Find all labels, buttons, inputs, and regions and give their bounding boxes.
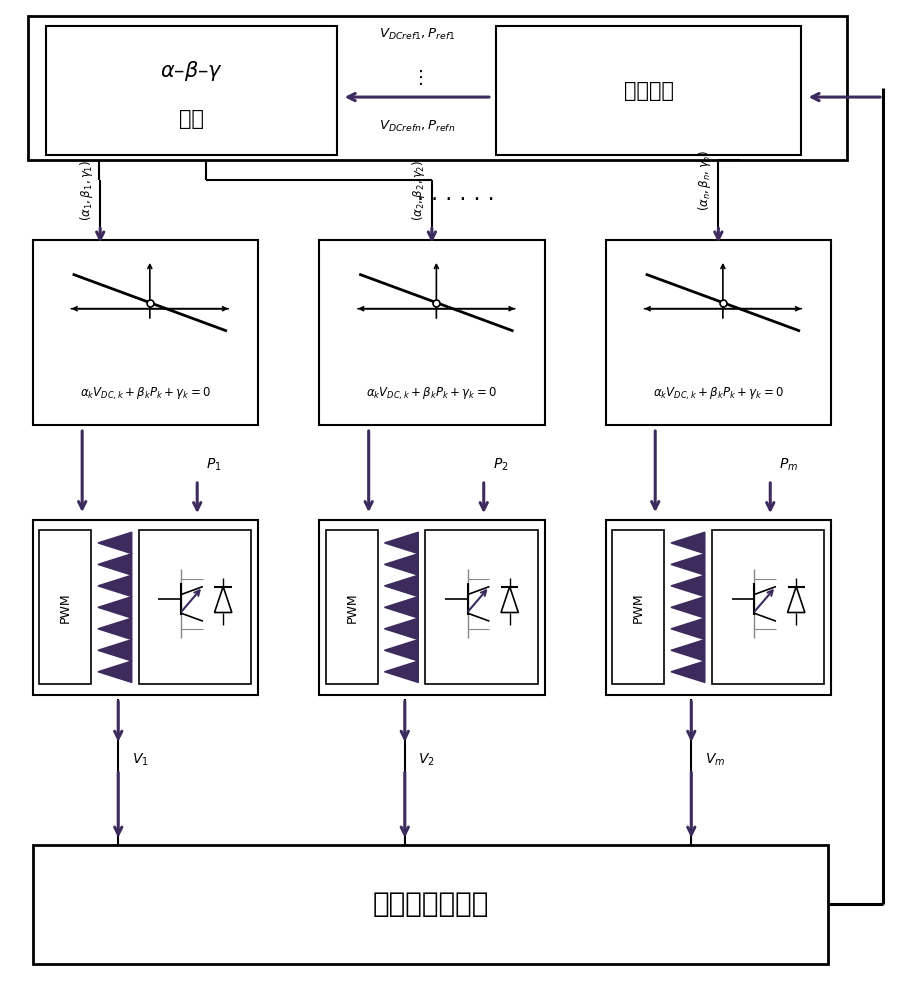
Text: $V_m$: $V_m$: [705, 751, 725, 768]
Bar: [138, 530, 251, 684]
Text: $V_1$: $V_1$: [132, 751, 148, 768]
Polygon shape: [384, 554, 418, 575]
Bar: [319, 240, 545, 425]
Polygon shape: [98, 661, 132, 682]
Polygon shape: [671, 597, 705, 618]
Text: $P_m$: $P_m$: [779, 457, 799, 473]
Text: $V_{DCrefn}, P_{refn}$: $V_{DCrefn}, P_{refn}$: [379, 119, 456, 134]
Bar: [33, 520, 258, 695]
Text: $(\alpha_1, \beta_1, \gamma_1)$: $(\alpha_1, \beta_1, \gamma_1)$: [78, 160, 95, 221]
Text: $(\alpha_n, \beta_n, \gamma_n)$: $(\alpha_n, \beta_n, \gamma_n)$: [696, 150, 713, 211]
Text: $\alpha_k V_{DC,k} + \beta_k P_k + \gamma_k = 0$: $\alpha_k V_{DC,k} + \beta_k P_k + \gamm…: [653, 386, 784, 402]
Text: $V_2$: $V_2$: [418, 751, 435, 768]
Bar: [711, 530, 824, 684]
Text: $\vdots$: $\vdots$: [411, 68, 423, 87]
Polygon shape: [214, 587, 231, 613]
Text: $\alpha_k V_{DC,k} + \beta_k P_k + \gamma_k = 0$: $\alpha_k V_{DC,k} + \beta_k P_k + \gamm…: [366, 386, 497, 402]
Text: 交直流混合电网: 交直流混合电网: [373, 890, 488, 918]
Bar: [326, 530, 378, 684]
Text: $\alpha$–$\beta$–$\gamma$: $\alpha$–$\beta$–$\gamma$: [160, 59, 223, 83]
Polygon shape: [384, 575, 418, 597]
Polygon shape: [501, 587, 518, 613]
Text: $V_{DCref1}, P_{ref1}$: $V_{DCref1}, P_{ref1}$: [379, 27, 455, 42]
Polygon shape: [98, 554, 132, 575]
Polygon shape: [384, 661, 418, 682]
Bar: [319, 520, 545, 695]
Bar: [606, 240, 831, 425]
Bar: [28, 16, 846, 160]
Polygon shape: [98, 597, 132, 618]
Polygon shape: [384, 640, 418, 661]
Text: 程序: 程序: [179, 109, 204, 129]
Polygon shape: [98, 618, 132, 640]
Bar: [612, 530, 664, 684]
Text: $\alpha_k V_{DC,k} + \beta_k P_k + \gamma_k = 0$: $\alpha_k V_{DC,k} + \beta_k P_k + \gamm…: [80, 386, 210, 402]
Polygon shape: [671, 661, 705, 682]
Polygon shape: [671, 532, 705, 554]
Text: · · · · · ·: · · · · · ·: [416, 190, 495, 210]
Polygon shape: [98, 532, 132, 554]
Bar: [33, 845, 828, 964]
Polygon shape: [671, 640, 705, 661]
Bar: [46, 26, 337, 155]
Text: PWM: PWM: [58, 592, 72, 623]
Polygon shape: [384, 532, 418, 554]
Text: $P_2$: $P_2$: [493, 457, 508, 473]
Polygon shape: [98, 575, 132, 597]
Bar: [496, 26, 801, 155]
Polygon shape: [671, 618, 705, 640]
Bar: [33, 240, 258, 425]
Polygon shape: [671, 554, 705, 575]
Text: $P_1$: $P_1$: [206, 457, 222, 473]
Text: 最优潮流: 最优潮流: [624, 81, 674, 101]
Text: PWM: PWM: [632, 592, 645, 623]
Polygon shape: [98, 640, 132, 661]
Bar: [39, 530, 91, 684]
Polygon shape: [384, 597, 418, 618]
Polygon shape: [787, 587, 805, 613]
Bar: [606, 520, 831, 695]
Polygon shape: [384, 618, 418, 640]
Polygon shape: [671, 575, 705, 597]
Text: PWM: PWM: [345, 592, 358, 623]
Text: $(\alpha_2, \beta_2, \gamma_2)$: $(\alpha_2, \beta_2, \gamma_2)$: [410, 160, 426, 221]
Bar: [425, 530, 537, 684]
